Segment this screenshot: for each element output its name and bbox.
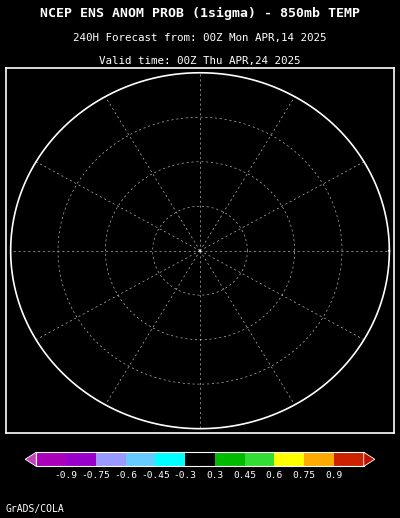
Text: NCEP ENS ANOM PROB (1sigma) - 850mb TEMP: NCEP ENS ANOM PROB (1sigma) - 850mb TEMP — [40, 7, 360, 20]
Text: 0.75: 0.75 — [293, 471, 316, 480]
Bar — [126, 452, 155, 466]
Text: 0.3: 0.3 — [206, 471, 224, 480]
Bar — [304, 452, 334, 466]
Text: 0.45: 0.45 — [233, 471, 256, 480]
Text: -0.45: -0.45 — [141, 471, 170, 480]
Bar — [66, 452, 96, 466]
Bar — [274, 452, 304, 466]
Bar — [36, 452, 66, 466]
Bar — [245, 452, 274, 466]
Bar — [96, 452, 126, 466]
Text: 240H Forecast from: 00Z Mon APR,14 2025: 240H Forecast from: 00Z Mon APR,14 2025 — [73, 33, 327, 43]
Bar — [36, 452, 364, 466]
Text: GrADS/COLA: GrADS/COLA — [6, 505, 65, 514]
Text: -0.75: -0.75 — [82, 471, 110, 480]
Text: -0.3: -0.3 — [174, 471, 197, 480]
Bar — [155, 452, 185, 466]
Polygon shape — [25, 452, 36, 466]
Bar — [185, 452, 215, 466]
Text: -0.9: -0.9 — [54, 471, 78, 480]
Text: Valid time: 00Z Thu APR,24 2025: Valid time: 00Z Thu APR,24 2025 — [99, 56, 301, 66]
Text: 0.9: 0.9 — [325, 471, 343, 480]
Bar — [215, 452, 245, 466]
Text: -0.6: -0.6 — [114, 471, 137, 480]
Polygon shape — [364, 452, 375, 466]
Bar — [334, 452, 364, 466]
Text: 0.6: 0.6 — [266, 471, 283, 480]
